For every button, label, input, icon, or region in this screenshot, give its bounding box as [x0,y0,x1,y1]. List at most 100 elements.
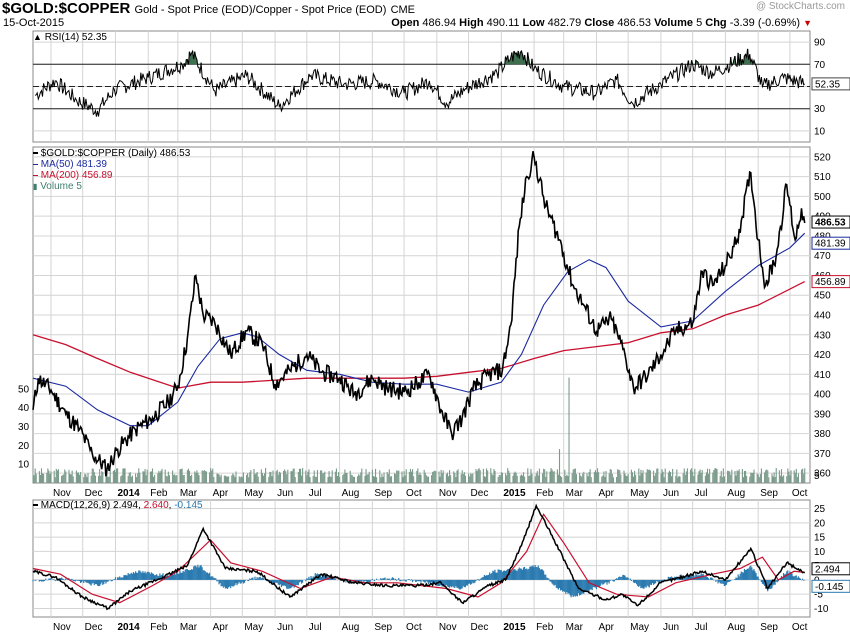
volume-bar [498,474,500,483]
volume-bar [383,472,385,483]
volume-bar [343,473,345,483]
volume-bar [129,472,131,483]
macd-panel [32,499,811,618]
macd-xlabel-22: Sep [760,622,778,633]
macd-line [32,503,806,611]
volume-bar [594,470,596,483]
price-xlabel-22: Sep [760,488,778,499]
open-label: Open [391,17,420,29]
price-xlabel-6: May [244,488,263,499]
volume-bar [335,468,337,483]
volume-bar [154,474,156,483]
volume-bar [198,475,200,483]
volume-bar [638,468,640,483]
volume-bar [553,471,555,483]
volume-bar [453,471,455,483]
volume-bar [588,471,590,483]
volume-bar [381,474,383,483]
volume-bar [261,472,263,483]
volume-bar [75,470,77,483]
volume-bar [287,469,289,483]
volume-bar [330,476,332,483]
volume-bar [420,474,422,483]
volume-bar [32,474,34,483]
rsi-legend: ▲ RSI(14) 52.35 [33,32,107,43]
volume-bar [131,475,133,483]
macd-tick-0: -10 [814,604,829,615]
volume-bar [487,470,489,483]
volume-bar [87,473,89,483]
volume-bar [619,470,621,483]
volume-bar [479,470,481,483]
quote-date: 15-Oct-2015 [3,17,65,29]
volume-bar [69,474,71,483]
volume-bar [349,470,351,483]
macd-hist-value-tag-box [811,579,850,593]
volume-bar [654,475,656,483]
rsi-tick-0: 10 [814,126,826,137]
volume-bar [328,471,330,483]
volume-bar [544,469,546,483]
volume-bar [575,474,577,483]
macd-tick-7: 25 [814,504,826,515]
volume-bar [486,468,488,483]
volume-bar [701,470,703,483]
volume-bar [766,469,768,483]
volume-bar [677,477,679,483]
volume-bar [351,475,353,483]
volume-bar [523,472,525,483]
volume-bar [79,474,81,483]
volume-bar [790,470,792,483]
volume-bar [56,470,58,483]
volume-bar [574,468,576,483]
volume-bar [779,475,781,483]
volume-bar [434,470,436,483]
price-tick-7: 430 [814,330,831,341]
volume-bar [483,476,485,483]
volume-bar [239,477,241,483]
volume-bar [210,468,212,483]
volume-bar [352,476,354,483]
volume-bar [558,449,561,483]
volume-bar [743,470,746,483]
volume-value-tag: 5 [814,471,820,482]
volume-bar [627,473,629,483]
volume-bar [153,476,155,483]
volume-bar [714,468,716,483]
volume-bar [55,468,57,483]
volume-bar [597,468,599,483]
volume-bar [165,475,167,483]
volume-bar [315,476,317,483]
macd-xlabel-23: Oct [792,622,808,633]
close-value-tag-box [811,215,850,229]
volume-bar [389,476,391,483]
volume-bar [137,473,139,483]
volume-bar [560,475,562,483]
volume-bar [720,470,722,483]
volume-bar [76,472,78,483]
volume-bar [536,471,538,483]
volume-bar [61,475,63,483]
volume-bar [77,472,80,483]
volume-bar [182,475,184,483]
chart-title: $GOLD:$COPPER Gold - Spot Price (EOD)/Co… [2,0,415,17]
volume-bar [734,470,736,483]
volume-bar [694,468,696,483]
volume-bar [445,474,447,483]
ma200-legend: MA(200) 456.89 [33,170,113,181]
volume-bar [405,469,407,483]
volume-bar [50,471,52,483]
volume-bar [109,468,111,483]
volume-bar [168,475,170,483]
volume-bar [225,476,228,483]
volume-bar [602,475,604,483]
volume-bar [203,470,205,483]
price-tick-4: 400 [814,390,831,401]
ma50-legend: MA(50) 481.39 [33,159,107,170]
volume-bar [388,469,390,483]
volume-bar [530,468,532,483]
volume-bar [634,470,636,483]
volume-bar [660,473,662,483]
volume-bar [417,468,419,483]
price-tick-8: 440 [814,311,831,322]
